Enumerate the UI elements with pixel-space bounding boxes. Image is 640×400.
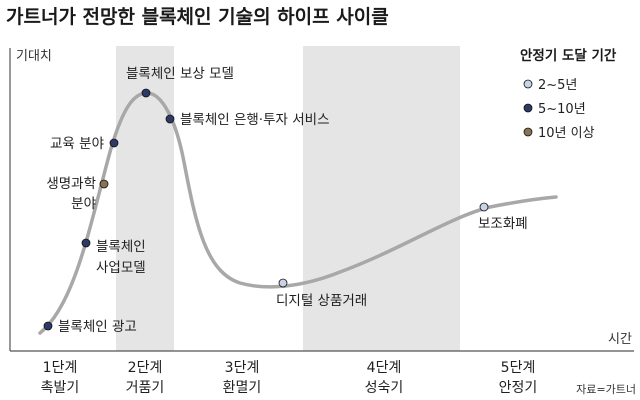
label-life-sciences-line1: 생명과학 xyxy=(46,176,96,192)
legend-marker-2-5-years xyxy=(523,79,533,89)
label-life-sciences-line2: 분야 xyxy=(71,196,96,212)
label-blockchain-business-model-line2: 사업모델 xyxy=(96,260,146,276)
legend-label-5-10-years: 5~10년 xyxy=(538,102,586,117)
stage-band-4 xyxy=(303,46,460,351)
stage-4-name: 4단계 xyxy=(367,360,402,376)
stage-4-label: 성숙기 xyxy=(365,380,404,396)
label-digital-commodity-trading: 디지털 상품거래 xyxy=(276,293,367,309)
stage-1-name: 1단계 xyxy=(43,360,78,376)
stage-5-name: 5단계 xyxy=(501,360,536,376)
legend-marker-5-10-years xyxy=(523,103,533,113)
point-supplementary-currency xyxy=(479,202,489,212)
label-reward-model: 블록체인 보상 모델 xyxy=(126,66,234,82)
label-supplementary-currency: 보조화폐 xyxy=(478,216,528,232)
point-banking-investment xyxy=(165,114,175,124)
stage-5-label: 안정기 xyxy=(499,380,538,396)
stage-2-name: 2단계 xyxy=(128,360,163,376)
legend-title: 안정기 도달 기간 xyxy=(520,47,617,64)
stage-1-label: 촉발기 xyxy=(41,380,80,396)
stage-3-name: 3단계 xyxy=(225,360,260,376)
legend-label-10-plus-years: 10년 이상 xyxy=(538,126,595,141)
legend-marker-10-plus-years xyxy=(523,127,533,137)
point-blockchain-ads xyxy=(43,321,53,331)
point-digital-commodity-trading xyxy=(278,278,288,288)
label-education: 교육 분야 xyxy=(50,136,104,152)
chart-title: 가트너가 전망한 블록체인 기술의 하이프 사이클 xyxy=(6,6,389,28)
point-blockchain-business-model xyxy=(81,238,91,248)
legend: 안정기 도달 기간 2~5년 5~10년 10년 이상 xyxy=(520,47,617,141)
stage-2-label: 거품기 xyxy=(126,380,165,396)
point-reward-model xyxy=(141,88,151,98)
source-note: 자료=가트너 xyxy=(576,383,636,396)
label-blockchain-ads: 블록체인 광고 xyxy=(58,319,137,335)
legend-label-2-5-years: 2~5년 xyxy=(538,78,577,93)
label-blockchain-business-model-line1: 블록체인 xyxy=(96,239,146,255)
stage-3-label: 환멸기 xyxy=(223,380,262,396)
hype-curve xyxy=(38,91,558,335)
point-education xyxy=(109,138,119,148)
point-life-sciences xyxy=(99,179,109,189)
y-axis-label: 기대치 xyxy=(16,49,52,64)
label-banking-investment: 블록체인 은행·투자 서비스 xyxy=(180,112,330,128)
x-axis-label: 시간 xyxy=(608,332,632,347)
